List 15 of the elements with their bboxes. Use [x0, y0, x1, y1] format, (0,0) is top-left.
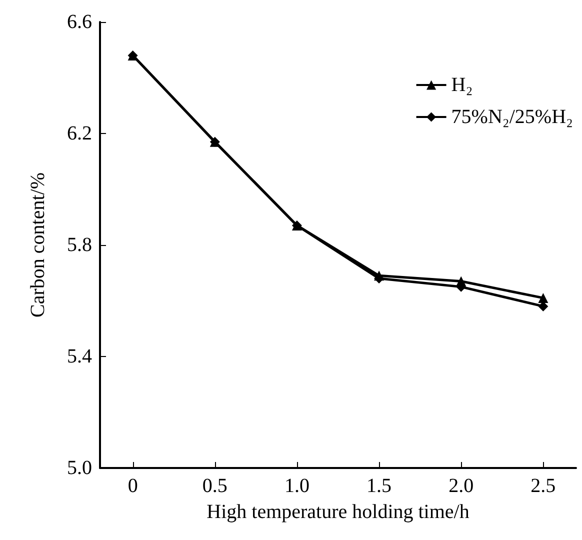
x-tick-label: 0	[128, 475, 138, 497]
y-tick-label: 5.0	[67, 457, 92, 479]
y-tick-label: 6.6	[67, 11, 92, 33]
legend-label: 75%N₂/25%H₂	[451, 106, 574, 128]
x-tick-label: 2.5	[530, 475, 556, 497]
x-tick-label: 1.0	[284, 475, 310, 497]
x-axis-title: High temperature holding time/h	[206, 501, 470, 523]
y-tick-label: 5.4	[67, 346, 92, 368]
x-tick-label: 2.0	[448, 475, 474, 497]
y-tick-label: 6.2	[67, 122, 92, 144]
x-tick-label: 0.5	[202, 475, 228, 497]
legend-label: H₂	[451, 74, 473, 96]
y-tick-label: 5.8	[67, 234, 92, 256]
y-axis-title: Carbon content/%	[27, 172, 49, 318]
x-tick-label: 1.5	[366, 475, 392, 497]
